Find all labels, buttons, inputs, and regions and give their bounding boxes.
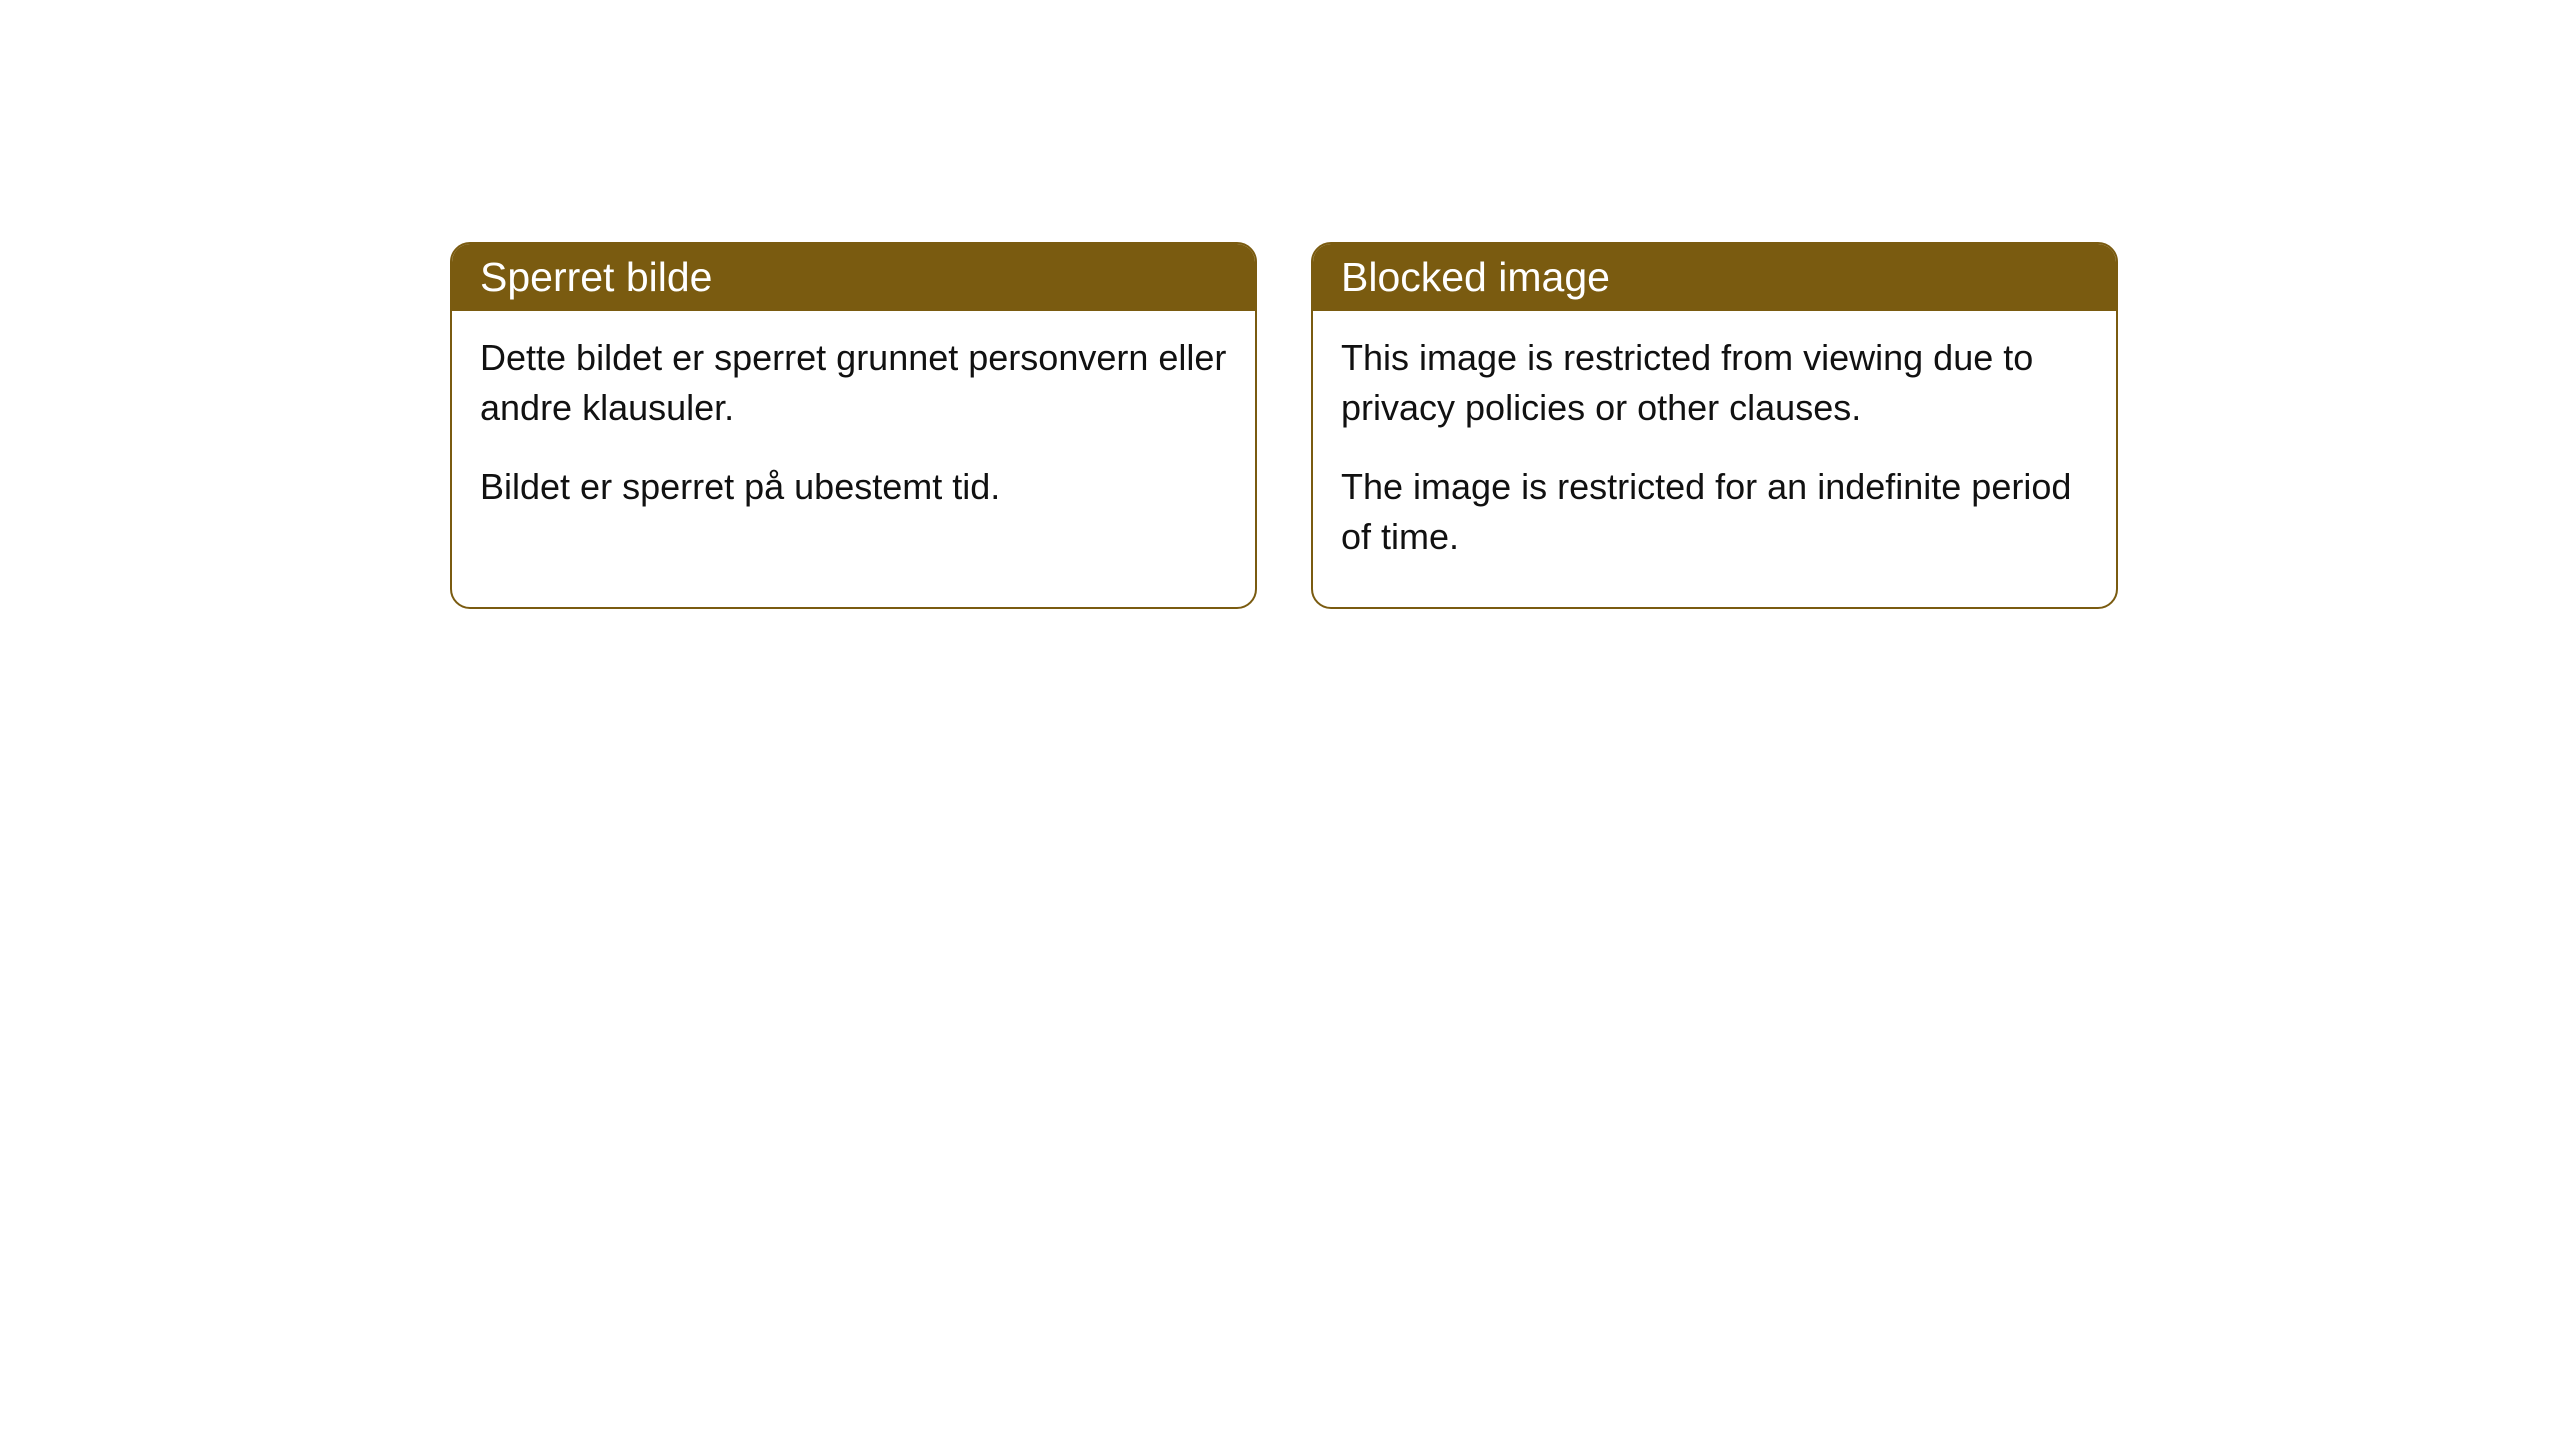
card-body-norwegian: Dette bildet er sperret grunnet personve…: [452, 311, 1255, 556]
notice-card-norwegian: Sperret bilde Dette bildet er sperret gr…: [450, 242, 1257, 609]
card-text-english-2: The image is restricted for an indefinit…: [1341, 462, 2088, 563]
card-title-english: Blocked image: [1341, 254, 1610, 300]
notice-cards-container: Sperret bilde Dette bildet er sperret gr…: [450, 242, 2118, 609]
card-header-norwegian: Sperret bilde: [452, 244, 1255, 311]
card-header-english: Blocked image: [1313, 244, 2116, 311]
card-title-norwegian: Sperret bilde: [480, 254, 712, 300]
card-text-norwegian-1: Dette bildet er sperret grunnet personve…: [480, 333, 1227, 434]
card-text-norwegian-2: Bildet er sperret på ubestemt tid.: [480, 462, 1227, 512]
notice-card-english: Blocked image This image is restricted f…: [1311, 242, 2118, 609]
card-text-english-1: This image is restricted from viewing du…: [1341, 333, 2088, 434]
card-body-english: This image is restricted from viewing du…: [1313, 311, 2116, 607]
